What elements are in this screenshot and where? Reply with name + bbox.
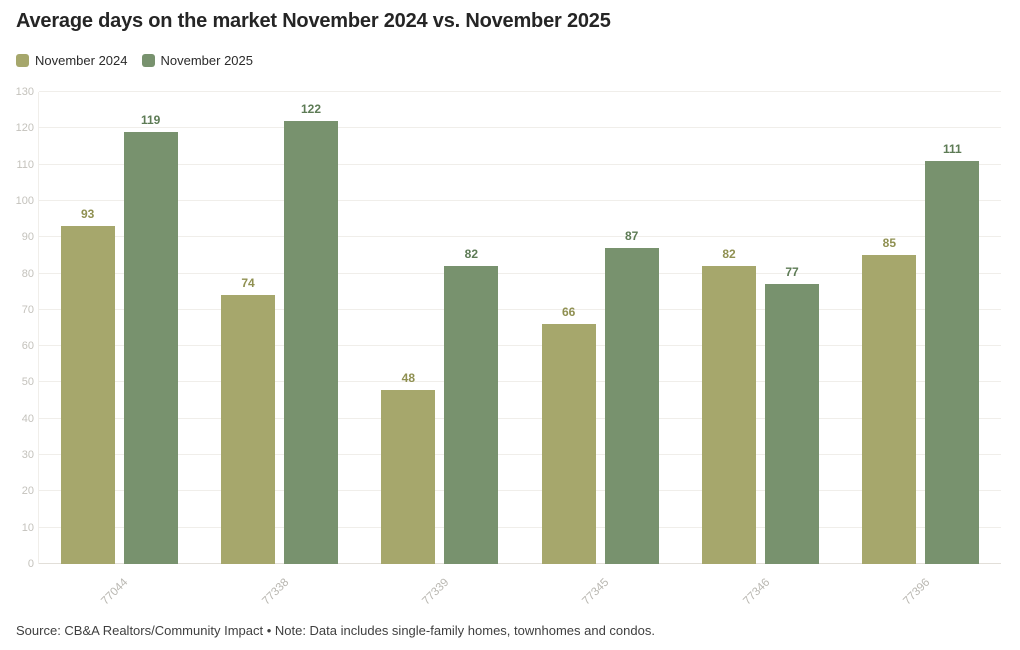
bar-77346-november-2024 bbox=[702, 266, 756, 564]
gridline-y-40 bbox=[39, 417, 1001, 419]
bar-77339-november-2024 bbox=[381, 389, 436, 564]
bar-value-label-77396-november-2024: 85 bbox=[882, 236, 896, 251]
bar-value-label-77338-november-2024: 74 bbox=[241, 276, 255, 291]
bar-77338-november-2024 bbox=[221, 295, 275, 564]
x-tick-label-77338: 77338 bbox=[259, 576, 291, 608]
x-tick-label-77044: 77044 bbox=[99, 576, 131, 608]
x-axis: 77044 77338 77339 77345 77346 77396 bbox=[38, 564, 1000, 614]
bar-value-label-77346-november-2024: 82 bbox=[722, 247, 736, 262]
gridline-y-10 bbox=[39, 526, 1001, 528]
bar-value-label-77396-november-2025: 111 bbox=[942, 142, 962, 156]
bar-77396-november-2025 bbox=[925, 161, 980, 564]
legend-label-november-2024: November 2024 bbox=[35, 53, 128, 68]
chart-title: Average days on the market November 2024… bbox=[16, 10, 611, 32]
bar-77346-november-2025 bbox=[765, 284, 819, 564]
gridline-y-50 bbox=[39, 381, 1001, 383]
y-tick-label-0: 0 bbox=[27, 558, 34, 570]
gridline-y-70 bbox=[39, 308, 1001, 310]
bar-77396-november-2024 bbox=[862, 255, 917, 564]
bar-77339-november-2025 bbox=[444, 266, 499, 564]
legend-swatch-november-2025-icon bbox=[141, 54, 155, 67]
x-tick-label-77339: 77339 bbox=[420, 576, 452, 608]
bar-77044-november-2024 bbox=[60, 226, 115, 564]
plot-area: 93 119 74 122 48 82 66 87 82 77 85 111 bbox=[38, 91, 1001, 564]
bar-value-label-77339-november-2025: 82 bbox=[464, 247, 478, 262]
y-tick-label-80: 80 bbox=[21, 267, 34, 280]
gridline-y-120 bbox=[39, 127, 1001, 129]
bar-77338-november-2025 bbox=[284, 121, 338, 564]
x-tick-label-77346: 77346 bbox=[740, 576, 772, 608]
gridline-y-0 bbox=[39, 563, 1001, 564]
x-tick-label-77345: 77345 bbox=[580, 576, 612, 608]
bar-value-label-77339-november-2024: 48 bbox=[401, 370, 415, 385]
y-tick-label-120: 120 bbox=[15, 122, 34, 135]
y-axis: 0 10 20 30 40 50 60 70 80 90 100 110 120 130 bbox=[0, 86, 34, 570]
bar-value-label-77338-november-2025: 122 bbox=[300, 102, 322, 117]
y-tick-label-110: 110 bbox=[16, 158, 34, 171]
gridline-y-100 bbox=[39, 199, 1001, 201]
bar-value-label-77346-november-2025: 77 bbox=[785, 265, 799, 280]
y-tick-label-70: 70 bbox=[21, 303, 34, 316]
gridline-y-130 bbox=[39, 91, 1001, 92]
y-tick-label-20: 20 bbox=[21, 485, 34, 498]
source-note: Source: CB&A Realtors/Community Impact •… bbox=[16, 623, 655, 638]
bar-77044-november-2025 bbox=[123, 131, 178, 564]
bar-77345-november-2024 bbox=[541, 324, 596, 564]
legend-item-november-2024: November 2024 bbox=[16, 53, 128, 68]
y-tick-label-100: 100 bbox=[15, 194, 34, 207]
gridline-y-60 bbox=[39, 345, 1001, 347]
bar-value-label-77345-november-2025: 87 bbox=[624, 229, 639, 244]
bar-77345-november-2025 bbox=[604, 248, 659, 564]
legend-item-november-2025: November 2025 bbox=[141, 53, 254, 68]
legend-swatch-november-2024-icon bbox=[16, 54, 29, 67]
y-tick-label-30: 30 bbox=[21, 449, 34, 462]
gridline-y-20 bbox=[39, 490, 1001, 492]
legend: November 2024 November 2025 bbox=[16, 53, 253, 68]
bar-value-label-77345-november-2024: 66 bbox=[561, 305, 576, 320]
gridline-y-30 bbox=[39, 454, 1001, 456]
y-tick-label-90: 90 bbox=[21, 231, 34, 244]
y-tick-label-60: 60 bbox=[21, 340, 34, 353]
y-tick-label-130: 130 bbox=[15, 86, 34, 98]
y-tick-label-10: 10 bbox=[21, 521, 34, 534]
gridline-y-80 bbox=[39, 272, 1001, 274]
bar-value-label-77044-november-2024: 93 bbox=[80, 207, 95, 222]
legend-label-november-2025: November 2025 bbox=[160, 53, 254, 68]
gridline-y-90 bbox=[39, 236, 1001, 238]
x-tick-label-77396: 77396 bbox=[901, 576, 933, 608]
y-tick-label-50: 50 bbox=[21, 376, 34, 389]
bar-value-label-77044-november-2025: 119 bbox=[140, 112, 161, 127]
y-tick-label-40: 40 bbox=[21, 412, 34, 425]
gridline-y-110 bbox=[39, 163, 1001, 165]
